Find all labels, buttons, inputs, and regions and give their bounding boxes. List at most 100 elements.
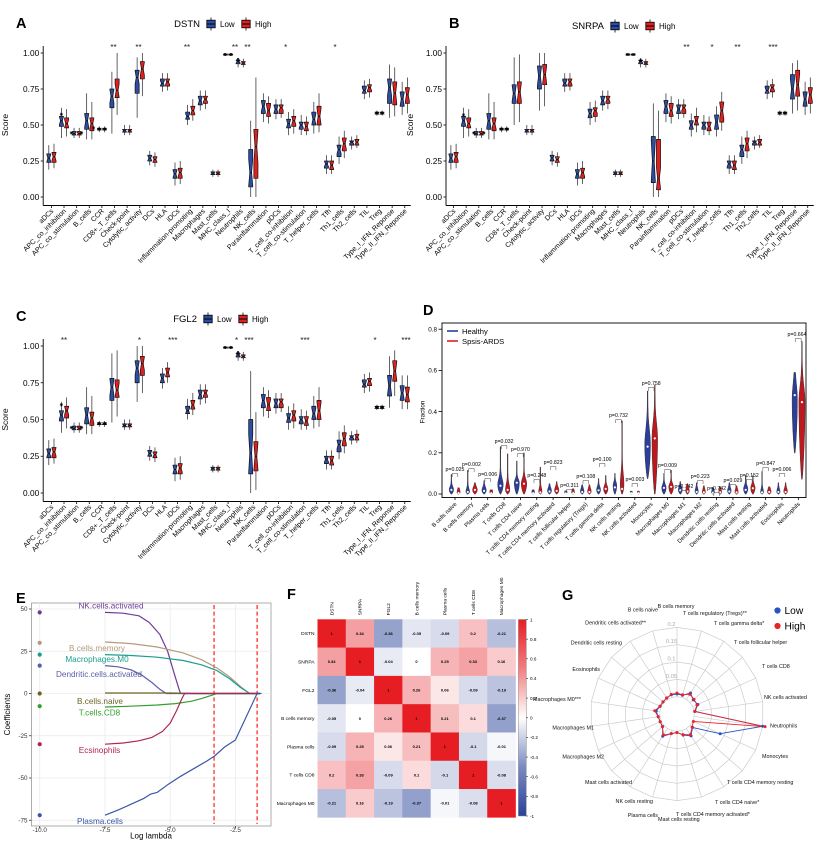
- svg-text:Plasma cells: Plasma cells: [628, 813, 659, 819]
- svg-text:-0.08: -0.08: [469, 801, 479, 806]
- svg-text:Ecsinophils: Ecsinophils: [79, 746, 120, 755]
- svg-text:D: D: [423, 303, 433, 319]
- svg-text:Dendritic cells resting: Dendritic cells resting: [571, 641, 622, 647]
- svg-text:Plasma cells: Plasma cells: [287, 744, 315, 750]
- svg-text:**: **: [135, 43, 141, 52]
- svg-text:0.33: 0.33: [469, 659, 478, 664]
- svg-text:DSTN: DSTN: [174, 19, 200, 30]
- svg-text:1.00: 1.00: [23, 341, 40, 351]
- svg-text:**: **: [244, 43, 250, 52]
- svg-text:Macrophages M1: Macrophages M1: [552, 726, 594, 732]
- svg-text:0.06: 0.06: [441, 688, 450, 693]
- svg-text:*: *: [333, 43, 336, 52]
- svg-text:1: 1: [415, 716, 418, 721]
- svg-text:p=0.823: p=0.823: [544, 460, 563, 466]
- svg-text:**: **: [683, 43, 689, 52]
- svg-text:-7.5: -7.5: [100, 827, 111, 834]
- svg-text:*: *: [710, 43, 713, 52]
- svg-text:0.1: 0.1: [414, 772, 420, 777]
- svg-text:T cells CD8: T cells CD8: [762, 664, 790, 670]
- svg-text:Macrophages M2: Macrophages M2: [562, 755, 604, 761]
- svg-text:p=0.311: p=0.311: [560, 483, 579, 489]
- svg-text:Plasma cells: Plasma cells: [443, 587, 449, 615]
- svg-text:FGL2: FGL2: [302, 688, 315, 694]
- svg-text:0.2: 0.2: [470, 631, 476, 636]
- svg-text:Dendritic.cells.activated: Dendritic.cells.activated: [56, 670, 142, 679]
- svg-text:A: A: [16, 16, 27, 32]
- svg-text:p=0.742: p=0.742: [674, 484, 693, 490]
- svg-text:***: ***: [168, 336, 177, 345]
- svg-text:Dendritic cells activated**: Dendritic cells activated**: [585, 621, 647, 627]
- svg-text:0.21: 0.21: [441, 716, 450, 721]
- svg-text:Low: Low: [217, 315, 232, 324]
- svg-text:-0.37: -0.37: [412, 801, 422, 806]
- svg-text:0.50: 0.50: [426, 120, 443, 130]
- svg-text:**: **: [232, 43, 238, 52]
- svg-text:0.75: 0.75: [23, 84, 40, 94]
- svg-text:Low: Low: [624, 22, 639, 31]
- svg-text:1: 1: [530, 617, 533, 622]
- svg-text:p=0.664: p=0.664: [788, 332, 807, 338]
- svg-text:0.50: 0.50: [23, 120, 40, 130]
- svg-text:p=0.006: p=0.006: [773, 467, 792, 473]
- svg-text:0.25: 0.25: [23, 451, 40, 461]
- svg-text:**: **: [734, 43, 740, 52]
- svg-text:p=0.223: p=0.223: [691, 474, 710, 480]
- svg-text:Healthy: Healthy: [462, 327, 488, 336]
- svg-text:**: **: [61, 336, 67, 345]
- svg-text:-0.04: -0.04: [355, 688, 365, 693]
- svg-text:0.25: 0.25: [441, 659, 450, 664]
- svg-text:-0.1: -0.1: [441, 772, 449, 777]
- svg-text:0.16: 0.16: [356, 801, 365, 806]
- svg-text:0.0: 0.0: [428, 491, 437, 498]
- svg-text:High: High: [255, 20, 271, 29]
- svg-text:T cells gamma delta*: T cells gamma delta*: [714, 621, 765, 627]
- svg-text:0.15: 0.15: [666, 639, 677, 645]
- svg-text:G: G: [562, 588, 573, 604]
- svg-text:T cells regulatory (Tregs)**: T cells regulatory (Tregs)**: [683, 611, 748, 617]
- svg-text:0.26: 0.26: [413, 688, 422, 693]
- svg-text:*: *: [284, 43, 287, 52]
- svg-text:-0.08: -0.08: [497, 772, 507, 777]
- svg-text:B.cells.naive: B.cells.naive: [77, 697, 123, 706]
- svg-text:0: 0: [359, 716, 362, 721]
- svg-text:B cells memory: B cells memory: [281, 716, 315, 722]
- svg-text:NK.cells.activated: NK.cells.activated: [78, 602, 144, 611]
- svg-text:-50: -50: [18, 775, 28, 782]
- svg-text:-0.4: -0.4: [530, 755, 538, 760]
- svg-text:-0.09: -0.09: [469, 688, 479, 693]
- svg-text:T cells CD4 naive*: T cells CD4 naive*: [715, 800, 760, 806]
- svg-text:1: 1: [444, 744, 447, 749]
- svg-text:Monocytes: Monocytes: [762, 754, 788, 760]
- svg-text:0: 0: [24, 691, 28, 698]
- svg-text:-0.1: -0.1: [470, 744, 478, 749]
- svg-text:NK cells activated: NK cells activated: [764, 695, 807, 701]
- svg-text:0.21: 0.21: [413, 744, 422, 749]
- svg-text:0.2: 0.2: [667, 622, 675, 628]
- svg-text:F: F: [287, 587, 296, 603]
- svg-text:0: 0: [530, 716, 533, 721]
- svg-text:Macrophages M0: Macrophages M0: [277, 801, 315, 807]
- svg-text:NK cells resting: NK cells resting: [616, 799, 653, 805]
- svg-text:*: *: [373, 336, 376, 345]
- svg-text:-0.01: -0.01: [440, 801, 450, 806]
- svg-text:Coefficients: Coefficients: [3, 694, 12, 736]
- svg-text:-10.0: -10.0: [33, 827, 48, 834]
- svg-text:p=0.100: p=0.100: [593, 457, 612, 463]
- svg-text:-0.6: -0.6: [530, 775, 538, 780]
- svg-text:1: 1: [387, 688, 390, 693]
- svg-text:0.26: 0.26: [384, 716, 393, 721]
- svg-text:0.2: 0.2: [428, 450, 437, 457]
- svg-text:p=0.003: p=0.003: [625, 477, 644, 483]
- svg-text:T.cells.CD8: T.cells.CD8: [79, 709, 121, 718]
- svg-text:0.1: 0.1: [667, 657, 675, 663]
- svg-text:p=0.248: p=0.248: [527, 473, 546, 479]
- svg-text:-75: -75: [18, 818, 28, 825]
- svg-text:0.33: 0.33: [356, 772, 365, 777]
- svg-text:p=0.732: p=0.732: [609, 413, 628, 419]
- svg-text:-0.04: -0.04: [384, 659, 394, 664]
- svg-text:-0.09: -0.09: [440, 631, 450, 636]
- svg-text:p=0.025: p=0.025: [446, 467, 465, 473]
- svg-text:0.16: 0.16: [498, 659, 507, 664]
- svg-text:Plasma.cells: Plasma.cells: [77, 817, 123, 826]
